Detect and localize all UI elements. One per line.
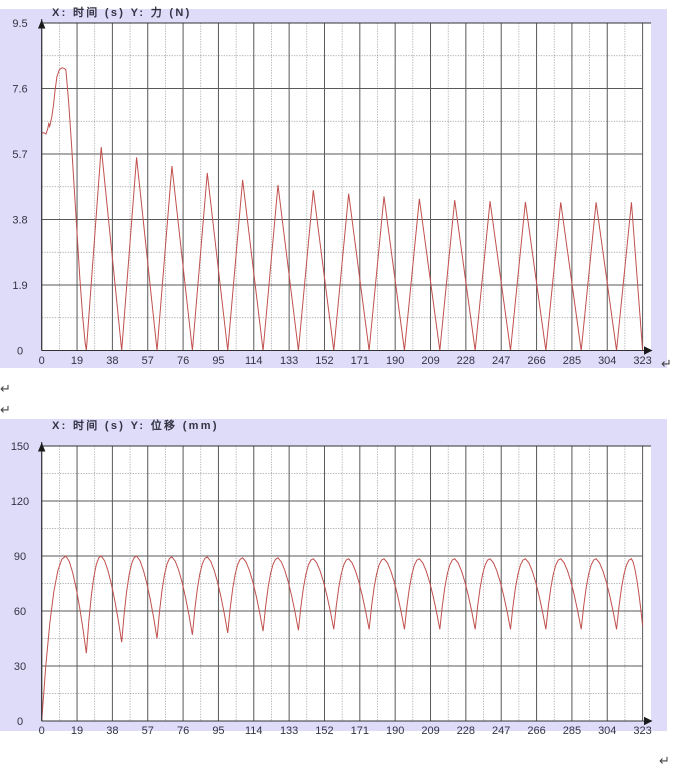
svg-text:228: 228 — [457, 725, 475, 737]
svg-text:247: 247 — [492, 355, 510, 367]
svg-text:152: 152 — [315, 725, 333, 737]
svg-text:57: 57 — [142, 355, 154, 367]
svg-text:5.7: 5.7 — [12, 149, 27, 161]
svg-text:19: 19 — [71, 725, 83, 737]
svg-text:285: 285 — [563, 355, 581, 367]
svg-text:304: 304 — [598, 725, 616, 737]
svg-text:323: 323 — [633, 725, 651, 737]
svg-text:285: 285 — [563, 725, 581, 737]
svg-text:76: 76 — [177, 355, 189, 367]
svg-text:209: 209 — [421, 725, 439, 737]
svg-text:1.9: 1.9 — [12, 280, 27, 292]
svg-text:228: 228 — [457, 355, 475, 367]
svg-text:19: 19 — [71, 355, 83, 367]
svg-text:247: 247 — [492, 725, 510, 737]
svg-text:133: 133 — [280, 355, 298, 367]
svg-text:0: 0 — [17, 716, 23, 728]
svg-text:95: 95 — [212, 725, 224, 737]
svg-text:30: 30 — [14, 661, 26, 673]
svg-text:171: 171 — [351, 725, 369, 737]
svg-text:120: 120 — [11, 496, 29, 508]
svg-text:0: 0 — [39, 725, 45, 737]
svg-text:190: 190 — [386, 725, 404, 737]
svg-text:60: 60 — [14, 606, 26, 618]
svg-text:0: 0 — [17, 346, 23, 358]
svg-text:0: 0 — [39, 355, 45, 367]
svg-text:X: 时间 (s) Y: 位移 (mm): X: 时间 (s) Y: 位移 (mm) — [52, 418, 219, 432]
svg-text:57: 57 — [142, 725, 154, 737]
svg-text:76: 76 — [177, 725, 189, 737]
svg-text:150: 150 — [11, 441, 29, 453]
svg-text:190: 190 — [386, 355, 404, 367]
svg-text:38: 38 — [106, 355, 118, 367]
svg-text:7.6: 7.6 — [12, 84, 27, 96]
svg-text:209: 209 — [421, 355, 439, 367]
svg-text:114: 114 — [245, 725, 263, 737]
svg-text:133: 133 — [280, 725, 298, 737]
svg-text:X: 时间 (s) Y: 力 (N): X: 时间 (s) Y: 力 (N) — [52, 5, 192, 19]
svg-text:152: 152 — [315, 355, 333, 367]
svg-text:3.8: 3.8 — [12, 215, 27, 227]
svg-text:9.5: 9.5 — [12, 18, 27, 30]
svg-text:38: 38 — [106, 725, 118, 737]
svg-text:323: 323 — [633, 355, 651, 367]
svg-text:95: 95 — [212, 355, 224, 367]
svg-text:171: 171 — [351, 355, 369, 367]
svg-text:266: 266 — [527, 355, 545, 367]
svg-text:114: 114 — [245, 355, 263, 367]
svg-text:90: 90 — [14, 551, 26, 563]
svg-text:266: 266 — [527, 725, 545, 737]
svg-text:304: 304 — [598, 355, 616, 367]
